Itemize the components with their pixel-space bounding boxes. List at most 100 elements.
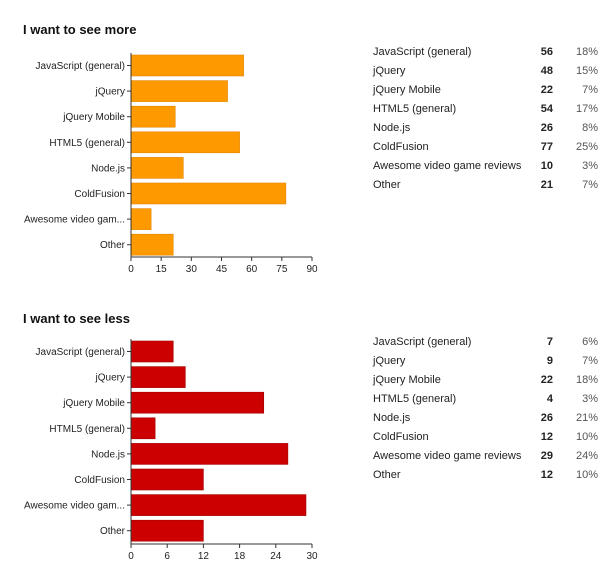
stats-count: 4 xyxy=(546,392,553,405)
stats-row: Awesome video game reviews 10 3% xyxy=(368,156,598,175)
x-tick-label-3: 18 xyxy=(234,551,246,562)
bar-chart-more: JavaScript (general) jQuery jQuery Mobile H… xyxy=(24,53,318,275)
stats-percent: 7% xyxy=(582,178,598,191)
stats-label: Awesome video game reviews xyxy=(373,449,522,462)
category-label-1: jQuery xyxy=(95,373,125,384)
category-label-0: JavaScript (general) xyxy=(36,61,125,72)
stats-label: Other xyxy=(373,178,401,191)
stats-table-less: JavaScript (general) 7 6% jQuery 9 7% jQuery M… xyxy=(368,332,598,484)
stats-percent: 15% xyxy=(575,64,598,77)
stats-label: ColdFusion xyxy=(373,140,429,153)
stats-row: Node.js 26 21% xyxy=(368,408,598,427)
category-label-7: Other xyxy=(100,526,126,537)
stats-label: JavaScript (general) xyxy=(373,45,472,58)
stats-count: 77 xyxy=(540,140,553,153)
bar-7 xyxy=(130,233,174,256)
bar-3 xyxy=(130,131,240,154)
stats-count: 21 xyxy=(540,178,553,191)
x-tick-label-3: 45 xyxy=(216,264,228,275)
stats-percent: 10% xyxy=(575,468,598,481)
stats-percent: 7% xyxy=(582,354,598,367)
stats-label: Node.js xyxy=(373,121,411,134)
stats-count: 48 xyxy=(540,64,553,77)
bar-6 xyxy=(130,494,307,516)
stats-count: 26 xyxy=(540,121,553,134)
bar-5 xyxy=(130,182,287,205)
stats-count: 22 xyxy=(540,373,553,386)
bar-0 xyxy=(130,340,174,363)
bar-2 xyxy=(130,391,265,414)
bar-2 xyxy=(130,105,176,128)
stats-count: 12 xyxy=(540,430,553,443)
stats-table-more: JavaScript (general) 56 18% jQuery 48 15% jQue… xyxy=(368,42,598,194)
stats-label: jQuery Mobile xyxy=(373,83,441,96)
stats-row: Other 21 7% xyxy=(368,175,598,194)
stats-count: 54 xyxy=(540,102,553,115)
bar-4 xyxy=(130,157,184,179)
stats-percent: 18% xyxy=(575,45,598,58)
bar-4 xyxy=(130,443,289,465)
bar-7 xyxy=(130,519,204,542)
category-label-4: Node.js xyxy=(91,163,125,174)
stats-row: Node.js 26 8% xyxy=(368,118,598,137)
stats-label: Other xyxy=(373,468,401,481)
stats-count: 29 xyxy=(540,449,553,462)
x-tick-label-2: 30 xyxy=(186,264,198,275)
stats-label: jQuery xyxy=(373,354,406,367)
stats-label: HTML5 (general) xyxy=(373,392,457,405)
x-tick-label-4: 60 xyxy=(246,264,258,275)
stats-row: JavaScript (general) 7 6% xyxy=(368,332,598,351)
chart-section-less: I want to see less JavaScript (general) j… xyxy=(0,287,600,574)
stats-percent: 8% xyxy=(582,121,598,134)
stats-percent: 3% xyxy=(582,159,598,172)
category-label-6: Awesome video gam... xyxy=(24,501,125,512)
stats-percent: 24% xyxy=(575,449,598,462)
stats-percent: 10% xyxy=(575,430,598,443)
x-tick-label-6: 90 xyxy=(306,264,318,275)
stats-row: ColdFusion 77 25% xyxy=(368,137,598,156)
stats-count: 26 xyxy=(540,411,553,424)
category-label-7: Other xyxy=(100,240,126,251)
stats-count: 22 xyxy=(540,83,553,96)
stats-label: HTML5 (general) xyxy=(373,102,457,115)
stats-label: jQuery xyxy=(373,64,406,77)
stats-label: Awesome video game reviews xyxy=(373,159,522,172)
stats-percent: 3% xyxy=(582,392,598,405)
x-tick-label-1: 6 xyxy=(164,551,170,562)
stats-label: JavaScript (general) xyxy=(373,335,472,348)
category-label-2: jQuery Mobile xyxy=(62,112,125,123)
bar-1 xyxy=(130,80,228,102)
stats-row: HTML5 (general) 54 17% xyxy=(368,99,598,118)
category-label-6: Awesome video gam... xyxy=(24,215,125,226)
category-label-4: Node.js xyxy=(91,449,125,460)
stats-row: jQuery Mobile 22 18% xyxy=(368,370,598,389)
stats-row: jQuery 48 15% xyxy=(368,61,598,80)
category-label-2: jQuery Mobile xyxy=(62,398,125,409)
x-tick-label-0: 0 xyxy=(128,264,134,275)
chart-title-more: I want to see more xyxy=(23,22,137,37)
category-label-5: ColdFusion xyxy=(74,475,125,486)
bar-1 xyxy=(130,366,186,388)
x-tick-label-1: 15 xyxy=(156,264,168,275)
stats-count: 10 xyxy=(540,159,553,172)
x-tick-label-5: 75 xyxy=(276,264,288,275)
x-tick-label-2: 12 xyxy=(198,551,210,562)
bar-0 xyxy=(130,54,244,77)
stats-percent: 7% xyxy=(582,83,598,96)
stats-percent: 18% xyxy=(575,373,598,386)
bar-5 xyxy=(130,468,204,491)
x-tick-label-0: 0 xyxy=(128,551,134,562)
stats-row: jQuery 9 7% xyxy=(368,351,598,370)
stats-row: jQuery Mobile 22 7% xyxy=(368,80,598,99)
category-label-3: HTML5 (general) xyxy=(49,138,125,149)
bar-chart-less: JavaScript (general) jQuery jQuery Mobile H… xyxy=(24,339,318,562)
category-label-3: HTML5 (general) xyxy=(49,424,125,435)
stats-label: ColdFusion xyxy=(373,430,429,443)
stats-row: ColdFusion 12 10% xyxy=(368,427,598,446)
stats-count: 9 xyxy=(546,354,553,367)
chart-title-less: I want to see less xyxy=(23,311,130,326)
category-label-5: ColdFusion xyxy=(74,189,125,200)
stats-label: jQuery Mobile xyxy=(373,373,441,386)
stats-row: Awesome video game reviews 29 24% xyxy=(368,446,598,465)
stats-percent: 17% xyxy=(575,102,598,115)
